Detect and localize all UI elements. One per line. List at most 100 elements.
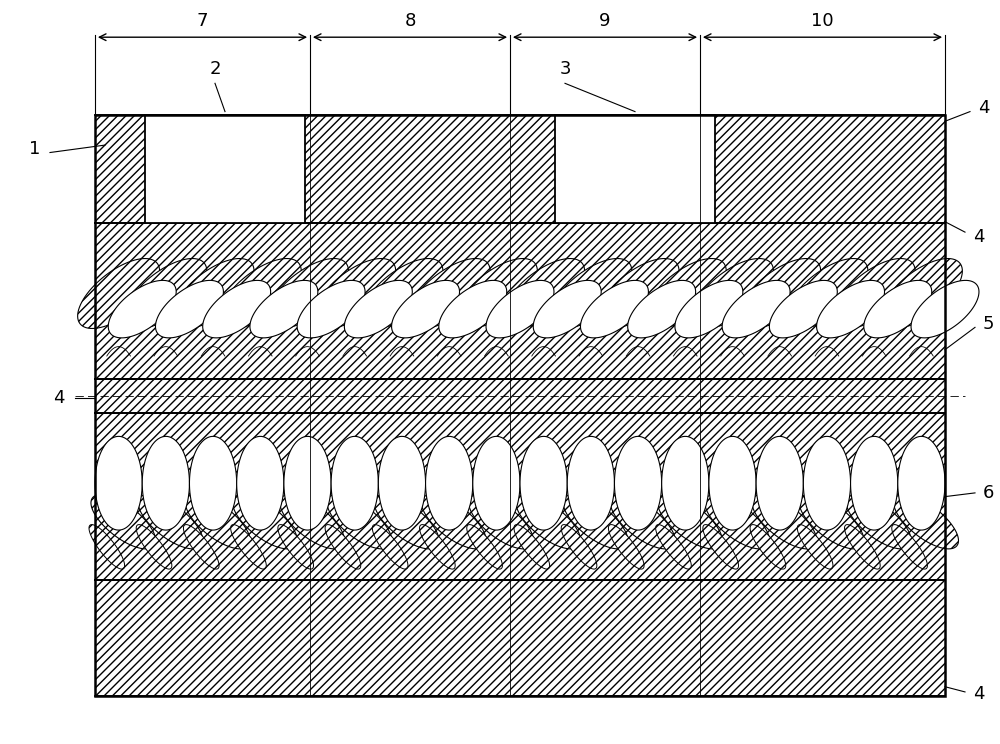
- Polygon shape: [361, 258, 443, 329]
- Bar: [95, 223, 945, 379]
- Polygon shape: [833, 258, 915, 329]
- Polygon shape: [203, 280, 271, 338]
- Polygon shape: [894, 495, 959, 549]
- Polygon shape: [267, 258, 348, 329]
- Polygon shape: [709, 437, 756, 530]
- Polygon shape: [503, 258, 585, 329]
- Polygon shape: [108, 280, 176, 338]
- Polygon shape: [880, 258, 962, 329]
- Polygon shape: [486, 280, 554, 338]
- Polygon shape: [703, 525, 739, 569]
- Polygon shape: [189, 437, 237, 530]
- Polygon shape: [864, 280, 932, 338]
- Polygon shape: [344, 280, 412, 338]
- Text: 7: 7: [197, 12, 208, 30]
- Text: 10: 10: [811, 12, 834, 30]
- Polygon shape: [185, 495, 250, 549]
- Polygon shape: [561, 525, 597, 569]
- Text: 8: 8: [404, 12, 416, 30]
- Polygon shape: [378, 437, 426, 530]
- Polygon shape: [644, 258, 726, 329]
- Polygon shape: [675, 280, 743, 338]
- Polygon shape: [567, 437, 614, 530]
- Polygon shape: [610, 495, 675, 549]
- Polygon shape: [658, 495, 722, 549]
- Bar: [95, 413, 945, 580]
- Polygon shape: [439, 280, 507, 338]
- Polygon shape: [331, 437, 378, 530]
- Polygon shape: [78, 258, 160, 329]
- Bar: [95, 115, 945, 223]
- Polygon shape: [516, 495, 581, 549]
- Polygon shape: [95, 437, 142, 530]
- Text: 4: 4: [973, 685, 984, 703]
- Polygon shape: [408, 258, 490, 329]
- Polygon shape: [786, 258, 868, 329]
- Polygon shape: [172, 258, 254, 329]
- Polygon shape: [614, 437, 662, 530]
- Polygon shape: [278, 525, 314, 569]
- Polygon shape: [327, 495, 392, 549]
- Polygon shape: [580, 280, 648, 338]
- Polygon shape: [608, 525, 644, 569]
- Text: 3: 3: [559, 60, 571, 78]
- Polygon shape: [851, 437, 898, 530]
- Polygon shape: [756, 437, 803, 530]
- Polygon shape: [469, 495, 534, 549]
- Polygon shape: [473, 437, 520, 530]
- Bar: [145, 115, 305, 223]
- Polygon shape: [426, 437, 473, 530]
- Polygon shape: [705, 495, 770, 549]
- Polygon shape: [911, 280, 979, 338]
- Polygon shape: [231, 525, 266, 569]
- Polygon shape: [219, 258, 301, 329]
- Bar: [95, 379, 945, 413]
- Polygon shape: [817, 280, 885, 338]
- Text: 4: 4: [978, 99, 990, 117]
- Polygon shape: [89, 525, 125, 569]
- Polygon shape: [847, 495, 911, 549]
- Polygon shape: [422, 495, 486, 549]
- Polygon shape: [136, 525, 172, 569]
- Polygon shape: [280, 495, 345, 549]
- Polygon shape: [467, 525, 502, 569]
- Text: 9: 9: [599, 12, 611, 30]
- Polygon shape: [597, 258, 679, 329]
- Polygon shape: [314, 258, 396, 329]
- Polygon shape: [722, 280, 790, 338]
- Bar: [555, 115, 715, 223]
- Bar: [95, 580, 945, 696]
- Polygon shape: [656, 525, 691, 569]
- Polygon shape: [845, 525, 880, 569]
- Polygon shape: [898, 437, 945, 530]
- Polygon shape: [739, 258, 821, 329]
- Bar: [95, 115, 945, 696]
- Text: 4: 4: [54, 389, 65, 407]
- Polygon shape: [237, 437, 284, 530]
- Polygon shape: [550, 258, 632, 329]
- Polygon shape: [514, 525, 550, 569]
- Polygon shape: [183, 525, 219, 569]
- Text: 5: 5: [983, 315, 994, 333]
- Polygon shape: [520, 437, 567, 530]
- Polygon shape: [692, 258, 773, 329]
- Polygon shape: [250, 280, 318, 338]
- Polygon shape: [372, 525, 408, 569]
- Polygon shape: [803, 437, 851, 530]
- Polygon shape: [392, 280, 460, 338]
- Polygon shape: [420, 525, 455, 569]
- Polygon shape: [797, 525, 833, 569]
- Polygon shape: [138, 495, 203, 549]
- Polygon shape: [297, 280, 365, 338]
- Text: 4: 4: [973, 228, 984, 246]
- Polygon shape: [533, 280, 601, 338]
- Polygon shape: [799, 495, 864, 549]
- Polygon shape: [125, 258, 207, 329]
- Polygon shape: [769, 280, 837, 338]
- Text: 2: 2: [209, 60, 221, 78]
- Polygon shape: [233, 495, 297, 549]
- Polygon shape: [892, 525, 927, 569]
- Polygon shape: [563, 495, 628, 549]
- Polygon shape: [662, 437, 709, 530]
- Polygon shape: [628, 280, 696, 338]
